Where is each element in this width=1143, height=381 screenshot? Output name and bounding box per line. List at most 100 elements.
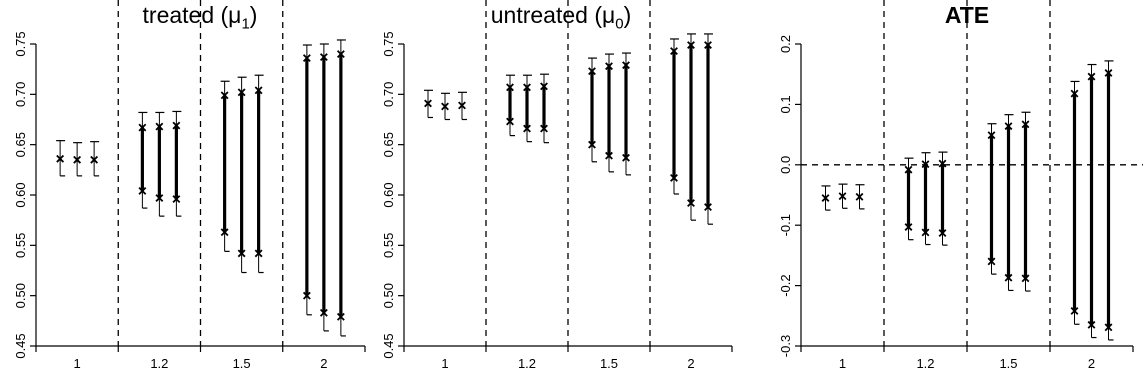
y-tick-label: 0.2 bbox=[778, 35, 793, 53]
x-tick-label: 2 bbox=[687, 356, 694, 371]
x-tick-label: 2 bbox=[1088, 356, 1095, 371]
point-marker bbox=[987, 131, 996, 140]
point-marker bbox=[523, 124, 531, 133]
point-marker bbox=[588, 67, 596, 76]
y-tick-label: 0.65 bbox=[13, 132, 28, 157]
point-marker bbox=[1087, 72, 1096, 81]
point-marker bbox=[704, 41, 712, 49]
point-marker bbox=[319, 308, 328, 317]
point-marker bbox=[523, 83, 531, 92]
panel-title-treated: treated (μ1) bbox=[142, 2, 258, 33]
x-tick-label: 2 bbox=[320, 356, 327, 371]
y-tick-label: 0.60 bbox=[13, 182, 28, 207]
point-marker bbox=[336, 50, 345, 59]
point-marker bbox=[670, 47, 678, 55]
point-marker bbox=[220, 91, 229, 100]
point-marker bbox=[73, 155, 82, 164]
point-marker bbox=[821, 194, 830, 202]
point-marker bbox=[319, 53, 328, 62]
point-marker bbox=[1021, 120, 1030, 129]
point-marker bbox=[622, 153, 630, 162]
point-marker bbox=[506, 117, 514, 126]
y-tick-label: 0.45 bbox=[381, 333, 396, 358]
point-marker bbox=[1104, 323, 1113, 332]
y-tick-label: 0.70 bbox=[13, 82, 28, 107]
y-tick-label: -0.3 bbox=[778, 335, 793, 357]
point-marker bbox=[138, 187, 147, 195]
y-tick-label: 0.45 bbox=[13, 333, 28, 358]
point-marker bbox=[622, 61, 630, 70]
point-marker bbox=[506, 83, 514, 92]
point-marker bbox=[904, 223, 913, 231]
point-marker bbox=[687, 199, 695, 207]
panel-title-untreated: untreated (μ0) bbox=[490, 2, 632, 33]
x-tick-label: 1.5 bbox=[600, 356, 618, 371]
x-tick-label: 1.2 bbox=[518, 356, 536, 371]
point-marker bbox=[458, 101, 466, 110]
point-marker bbox=[155, 194, 164, 202]
panel-title-subscript: 0 bbox=[615, 15, 624, 33]
y-tick-label: 0.50 bbox=[381, 283, 396, 308]
point-marker bbox=[540, 82, 548, 91]
y-tick-label: 0.60 bbox=[381, 182, 396, 207]
point-marker bbox=[921, 160, 930, 169]
y-tick-label: 0.0 bbox=[778, 156, 793, 174]
x-tick-label: 1 bbox=[441, 356, 448, 371]
point-marker bbox=[987, 257, 996, 266]
point-marker bbox=[302, 291, 311, 300]
y-tick-label: 0.75 bbox=[381, 31, 396, 56]
point-marker bbox=[1004, 122, 1013, 131]
y-tick-label: -0.2 bbox=[778, 274, 793, 296]
point-marker bbox=[56, 154, 65, 163]
y-tick-label: 0.75 bbox=[13, 31, 28, 56]
point-marker bbox=[855, 192, 864, 201]
point-marker bbox=[605, 151, 613, 160]
point-marker bbox=[90, 155, 99, 164]
point-marker bbox=[1070, 307, 1079, 315]
point-marker bbox=[254, 86, 263, 95]
y-tick-label: 0.55 bbox=[381, 233, 396, 258]
y-tick-label: 0.1 bbox=[778, 95, 793, 113]
y-tick-label: 0.65 bbox=[381, 132, 396, 157]
point-marker bbox=[704, 203, 712, 212]
point-marker bbox=[838, 192, 847, 201]
point-marker bbox=[172, 195, 181, 203]
point-marker bbox=[1021, 274, 1030, 283]
point-marker bbox=[336, 312, 345, 321]
point-marker bbox=[605, 62, 613, 71]
point-marker bbox=[938, 159, 947, 168]
point-marker bbox=[424, 99, 432, 108]
point-marker bbox=[588, 140, 596, 149]
y-tick-label: 0.70 bbox=[381, 82, 396, 107]
y-tick-label: 0.50 bbox=[13, 283, 28, 308]
point-marker bbox=[1104, 69, 1113, 77]
point-marker bbox=[441, 102, 449, 111]
point-marker bbox=[237, 249, 246, 258]
x-tick-label: 1.5 bbox=[999, 356, 1017, 371]
x-tick-label: 1 bbox=[74, 356, 81, 371]
point-marker bbox=[138, 123, 147, 132]
point-marker bbox=[155, 122, 164, 131]
x-tick-label: 1.2 bbox=[916, 356, 934, 371]
point-marker bbox=[1087, 320, 1096, 329]
x-tick-label: 1.5 bbox=[233, 356, 251, 371]
point-marker bbox=[540, 124, 548, 133]
point-marker bbox=[254, 249, 263, 258]
point-marker bbox=[220, 228, 229, 237]
y-tick-label: 0.55 bbox=[13, 233, 28, 258]
point-marker bbox=[172, 121, 181, 130]
point-marker bbox=[1004, 273, 1013, 282]
x-tick-label: 1 bbox=[839, 356, 846, 371]
point-marker bbox=[1070, 89, 1079, 98]
point-marker bbox=[904, 165, 913, 174]
point-marker bbox=[938, 229, 947, 237]
point-marker bbox=[687, 41, 695, 49]
point-marker bbox=[670, 173, 678, 182]
y-tick-label: -0.1 bbox=[778, 214, 793, 236]
panel-title-subscript: 1 bbox=[241, 15, 250, 33]
point-marker bbox=[237, 88, 246, 97]
point-marker bbox=[921, 228, 930, 237]
point-marker bbox=[302, 54, 311, 63]
